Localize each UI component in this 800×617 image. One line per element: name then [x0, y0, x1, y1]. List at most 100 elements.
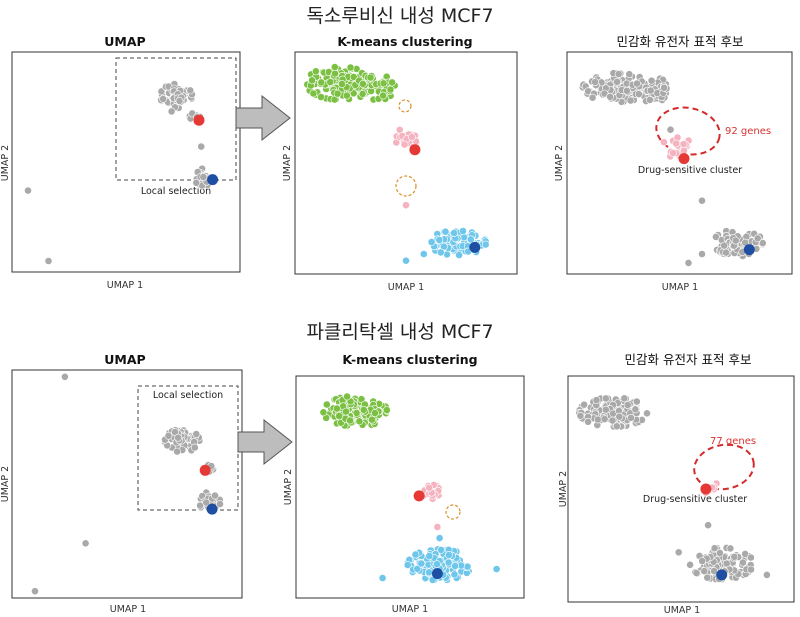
scatter-point-green [317, 93, 325, 101]
scatter-point-green [343, 392, 351, 401]
scatter-point-grey [591, 78, 599, 86]
scatter-point-green [358, 90, 367, 98]
scatter-point-blue [450, 570, 459, 579]
scatter-point-green [319, 408, 328, 417]
highlight-point-blue_dot [743, 244, 755, 256]
scatter-point-grey [592, 396, 601, 404]
row2-umap-frame [11, 369, 243, 599]
scatter-point-grey [731, 236, 740, 245]
scatter-point-green [311, 67, 320, 76]
highlight-point-blue_dot [207, 174, 219, 186]
scatter-point-grey [753, 234, 762, 243]
scatter-point-blue [463, 562, 472, 571]
scatter-point-grey [620, 394, 629, 403]
scatter-point-grey [216, 500, 224, 508]
scatter-point-grey [700, 567, 709, 576]
row2-arrow-icon [237, 418, 293, 466]
scatter-point-grey [584, 417, 592, 426]
scatter-point-grey [698, 196, 706, 205]
scatter-point-pink [425, 483, 434, 492]
scatter-point-grey [623, 86, 631, 95]
row1-arrow-icon [235, 94, 291, 142]
scatter-point-grey [615, 412, 624, 421]
scatter-point-blue [451, 562, 459, 570]
row1-kmeans-title: K-means clustering [337, 34, 472, 49]
scatter-point-green [317, 78, 326, 87]
scatter-point-grey [174, 433, 182, 442]
row2-target-title: 민감화 유전자 표적 후보 [625, 352, 752, 367]
scatter-point-grey [747, 553, 755, 562]
scatter-point-grey [580, 400, 588, 409]
scatter-point-blue [435, 534, 444, 542]
scatter-point-green [386, 85, 395, 94]
scatter-point-grey [157, 87, 166, 96]
scatter-point-grey [608, 416, 617, 425]
highlight-point-red_dot [199, 464, 211, 476]
scatter-points-layer [24, 63, 771, 596]
scatter-point-grey [763, 571, 771, 579]
scatter-point-grey [741, 550, 749, 558]
row2-target-ylabel: UMAP 2 [558, 471, 569, 507]
scatter-point-green [335, 412, 343, 420]
scatter-point-blue [413, 564, 422, 573]
row1-kmeans-ylabel: UMAP 2 [282, 145, 293, 181]
scatter-point-blue [481, 240, 490, 249]
scatter-point-blue [433, 560, 441, 569]
scatter-point-green [368, 415, 376, 424]
scatter-point-green [322, 400, 331, 409]
scatter-point-grey [81, 539, 90, 548]
scatter-point-blue [417, 559, 426, 568]
scatter-point-green [342, 91, 351, 100]
row1-kmeans-xlabel: UMAP 1 [388, 282, 424, 293]
scatter-point-grey [594, 415, 602, 424]
scatter-point-green [332, 404, 341, 413]
scatter-point-grey [61, 372, 69, 381]
scatter-point-grey [631, 405, 640, 414]
row2-umap-xlabel: UMAP 1 [110, 604, 146, 615]
scatter-point-grey [186, 86, 195, 95]
scatter-point-green [308, 76, 316, 85]
row2-local-selection-label: Local selection [153, 390, 223, 401]
scatter-point-grey [684, 258, 693, 267]
scatter-point-green [352, 408, 361, 417]
scatter-point-grey [646, 86, 655, 95]
highlight-point-red_dot [678, 153, 690, 165]
row1-local-selection-box [115, 57, 237, 181]
scatter-point-pink [433, 523, 442, 531]
scatter-point-pink [679, 140, 688, 148]
highlight-point-red_dot [413, 490, 425, 502]
row2-kmeans-ring [445, 504, 461, 520]
row1-target-title: 민감화 유전자 표적 후보 [617, 34, 744, 49]
scatter-point-grey [623, 401, 632, 409]
row1-cluster-label: Drug-sensitive cluster [638, 165, 742, 176]
scatter-point-blue [402, 256, 410, 265]
scatter-point-blue [425, 568, 433, 577]
row1-kmeans-ring-2 [395, 175, 417, 197]
row1-target-xlabel: UMAP 1 [662, 282, 698, 293]
scatter-point-green [346, 63, 355, 72]
scatter-point-grey [167, 107, 176, 116]
scatter-point-grey [726, 544, 735, 553]
scatter-point-grey [164, 431, 173, 440]
scatter-point-green [379, 91, 387, 100]
scatter-point-grey [202, 498, 211, 507]
scatter-point-grey [600, 415, 609, 423]
scatter-point-grey [692, 569, 701, 577]
scatter-point-grey [634, 90, 643, 98]
scatter-point-grey [720, 241, 728, 250]
scatter-point-grey [698, 557, 707, 565]
row1-gene-count: 92 genes [725, 126, 771, 137]
scatter-point-grey [197, 142, 206, 151]
row2-target-xlabel: UMAP 1 [664, 605, 700, 616]
scatter-point-grey [739, 558, 747, 567]
scatter-point-blue [427, 238, 436, 246]
scatter-point-grey [601, 394, 610, 403]
scatter-point-blue [441, 227, 450, 236]
row1-umap-frame [11, 51, 241, 273]
scatter-point-green [346, 416, 354, 425]
row2-target-ring [693, 443, 755, 491]
scatter-point-green [382, 406, 391, 414]
scatter-point-green [359, 405, 368, 414]
scatter-point-grey [175, 97, 184, 105]
